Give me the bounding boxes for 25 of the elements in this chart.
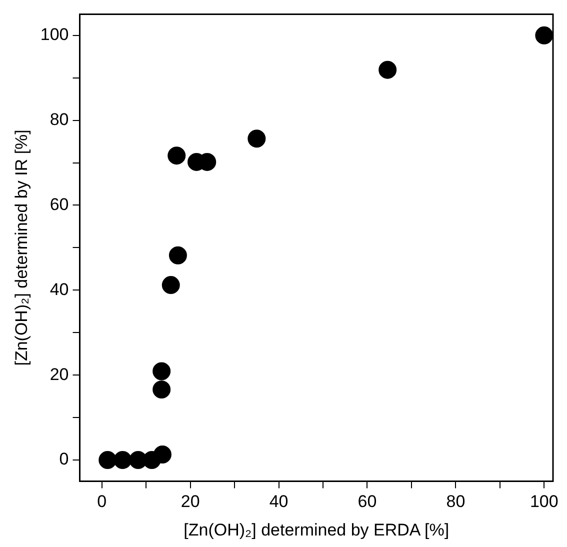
point bbox=[152, 362, 171, 380]
point bbox=[168, 246, 187, 264]
point bbox=[378, 60, 397, 79]
y-tick-label: 20 bbox=[50, 364, 69, 384]
point bbox=[248, 130, 266, 148]
x-tick-label: 40 bbox=[269, 492, 288, 512]
x-tick-label: 100 bbox=[530, 492, 558, 512]
point bbox=[168, 146, 186, 165]
y-tick-label: 60 bbox=[50, 194, 69, 214]
y-tick-label: 40 bbox=[50, 280, 69, 299]
x-axis-title: [Zn(OH)₂] determined by ERDA [%] bbox=[184, 520, 450, 540]
x-tick-label: 20 bbox=[180, 492, 200, 512]
x-tick-label: 0 bbox=[97, 492, 107, 512]
x-tick-label: 80 bbox=[446, 492, 466, 512]
y-axis-title: [Zn(OH)₂] determined by IR [%] bbox=[12, 130, 31, 366]
point bbox=[535, 26, 553, 44]
point bbox=[162, 276, 180, 294]
point bbox=[114, 450, 132, 469]
point bbox=[152, 380, 171, 398]
y-tick-label: 80 bbox=[50, 110, 69, 130]
x-tick-label: 60 bbox=[358, 492, 377, 512]
y-tick-label: 0 bbox=[59, 450, 69, 469]
point bbox=[153, 445, 172, 464]
y-tick-label: 100 bbox=[40, 25, 69, 44]
point bbox=[98, 450, 117, 469]
